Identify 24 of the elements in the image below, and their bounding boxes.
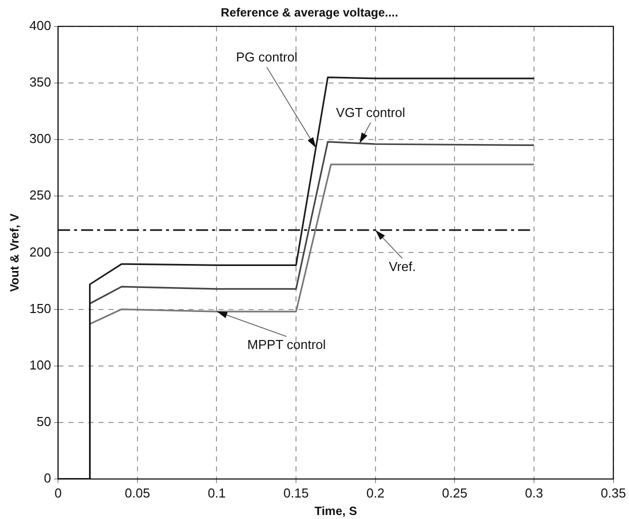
x-axis-title: Time, S — [314, 504, 357, 518]
y-tick-label: 0 — [44, 470, 52, 486]
y-axis-title: Vout & Vref, V — [8, 213, 22, 292]
y-tick-label: 350 — [29, 74, 52, 90]
x-tick-label: 0.1 — [208, 485, 226, 500]
chart-title: Reference & average voltage.... — [220, 6, 398, 20]
y-tick-label: 400 — [29, 18, 52, 33]
x-tick-label: 0.25 — [442, 485, 468, 500]
text: Vref. — [388, 258, 416, 274]
x-tick-label: 0.05 — [124, 485, 150, 500]
y-tick-label: 100 — [29, 357, 52, 372]
x-tick-label: 0 — [54, 485, 62, 500]
y-tick-label: 200 — [29, 244, 52, 260]
x-tick-label: 0.15 — [283, 485, 309, 500]
series-label: VGT control — [336, 105, 406, 120]
y-tick-label: 150 — [29, 300, 52, 316]
x-tick-label: 0.35 — [600, 485, 626, 500]
x-tick-label: 0.3 — [524, 485, 544, 500]
y-tick-label: 300 — [29, 131, 52, 146]
text: PG control — [236, 50, 298, 65]
series-label: MPPT control — [247, 337, 326, 352]
y-tick-label: 50 — [36, 414, 52, 430]
y-tick-label: 250 — [29, 188, 52, 203]
x-tick-label: 0.2 — [366, 485, 384, 500]
